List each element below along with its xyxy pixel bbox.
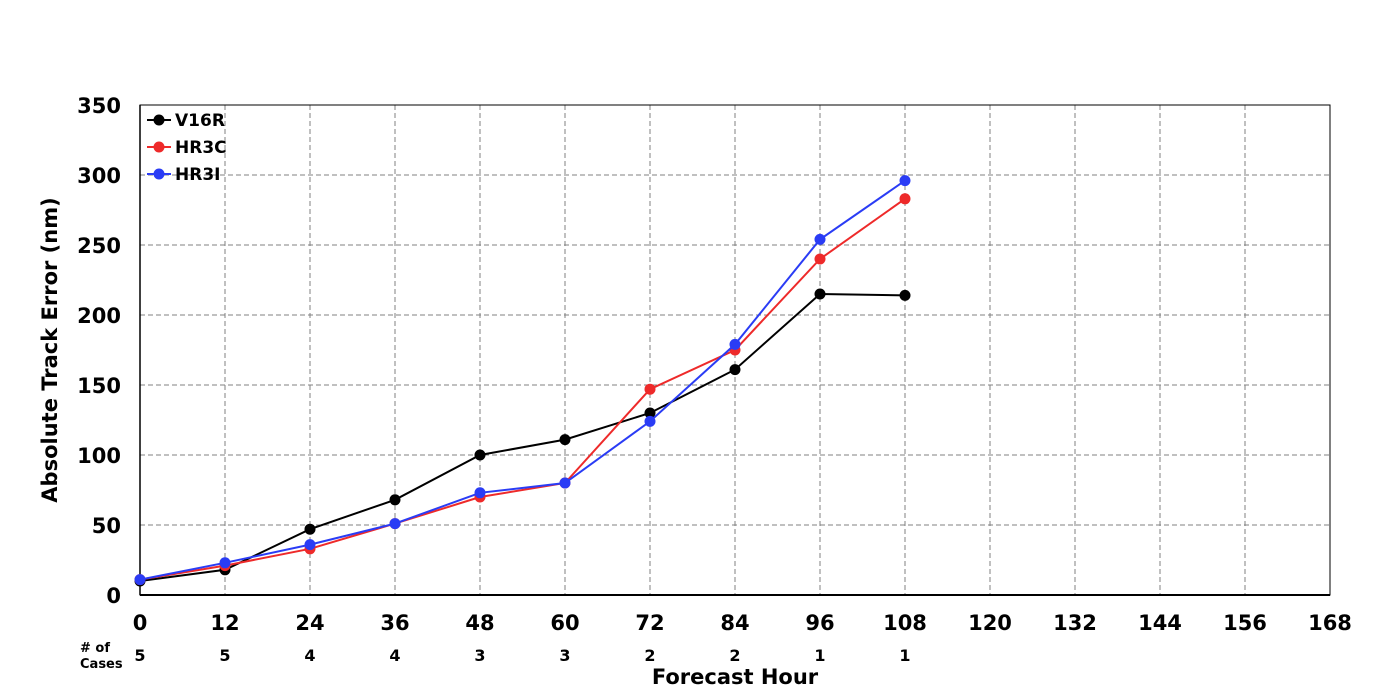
x-tick-label: 84 (720, 611, 749, 635)
data-point (644, 383, 656, 395)
case-count: 3 (474, 646, 485, 665)
y-axis-title: Absolute Track Error (nm) (38, 197, 62, 502)
y-tick-label: 250 (77, 234, 121, 258)
data-point (559, 477, 571, 489)
data-point (899, 193, 911, 205)
data-point (899, 175, 911, 187)
case-count: 4 (304, 646, 315, 665)
case-count: 1 (814, 646, 825, 665)
x-tick-label: 132 (1053, 611, 1097, 635)
y-tick-label: 150 (77, 374, 121, 398)
cases-header-line1: # of (80, 641, 110, 656)
data-point (814, 288, 826, 300)
data-point (474, 487, 486, 499)
y-tick-label: 50 (92, 514, 121, 538)
legend-marker (153, 114, 165, 126)
x-tick-label: 36 (380, 611, 409, 635)
axis-ticks: 0 12 24 36 48 60 72 84 96 108 120 132 144 156 168 0 50 10… (77, 94, 1352, 635)
legend-label: HR3I (175, 165, 220, 185)
data-point (304, 539, 316, 551)
data-point (134, 574, 146, 586)
legend-label: V16R (175, 111, 225, 131)
series-line (139, 179, 906, 581)
case-count: 5 (219, 646, 230, 665)
data-point (729, 338, 741, 350)
y-tick-label: 300 (77, 164, 121, 188)
x-tick-label: 0 (133, 611, 148, 635)
cases-header-line2: Cases (80, 657, 123, 672)
x-axis-title: Forecast Hour (652, 665, 819, 689)
data-point (899, 289, 911, 301)
x-tick-label: 120 (968, 611, 1012, 635)
legend-item-v16r: V16R (147, 111, 225, 131)
x-tick-label: 144 (1138, 611, 1182, 635)
case-count: 1 (899, 646, 910, 665)
data-point (389, 518, 401, 530)
cases-row: # of Cases 5 5 4 4 3 3 2 2 1 1 (80, 641, 911, 672)
legend: V16R HR3C HR3I (147, 111, 227, 185)
data-point (729, 364, 741, 376)
data-point (814, 233, 826, 245)
x-tick-label: 12 (210, 611, 239, 635)
case-count: 3 (559, 646, 570, 665)
x-tick-label: 24 (295, 611, 324, 635)
series-v16r (134, 288, 911, 587)
x-tick-label: 96 (805, 611, 834, 635)
data-point (814, 253, 826, 265)
y-tick-label: 100 (77, 444, 121, 468)
x-tick-label: 168 (1308, 611, 1352, 635)
x-tick-label: 48 (465, 611, 494, 635)
y-tick-label: 200 (77, 304, 121, 328)
legend-item-hr3i: HR3I (147, 165, 220, 185)
data-point (559, 434, 571, 446)
x-tick-label: 108 (883, 611, 927, 635)
x-tick-label: 60 (550, 611, 579, 635)
series-group (134, 175, 911, 587)
legend-label: HR3C (175, 138, 227, 158)
data-point (644, 407, 656, 419)
y-tick-label: 350 (77, 94, 121, 118)
case-count: 2 (644, 646, 655, 665)
data-point (474, 449, 486, 461)
y-tick-label: 0 (106, 584, 121, 608)
series-line (139, 197, 906, 581)
legend-marker (153, 168, 165, 180)
legend-item-hr3c: HR3C (147, 138, 227, 158)
case-count: 5 (134, 646, 145, 665)
grid (140, 105, 1330, 595)
data-point (644, 415, 656, 427)
legend-marker (153, 141, 165, 153)
case-count: 2 (729, 646, 740, 665)
data-point (389, 494, 401, 506)
x-tick-label: 72 (635, 611, 664, 635)
data-point (304, 523, 316, 535)
series-hr3i (134, 175, 911, 586)
series-line (139, 292, 906, 582)
data-point (219, 557, 231, 569)
x-tick-label: 156 (1223, 611, 1267, 635)
case-count: 4 (389, 646, 400, 665)
